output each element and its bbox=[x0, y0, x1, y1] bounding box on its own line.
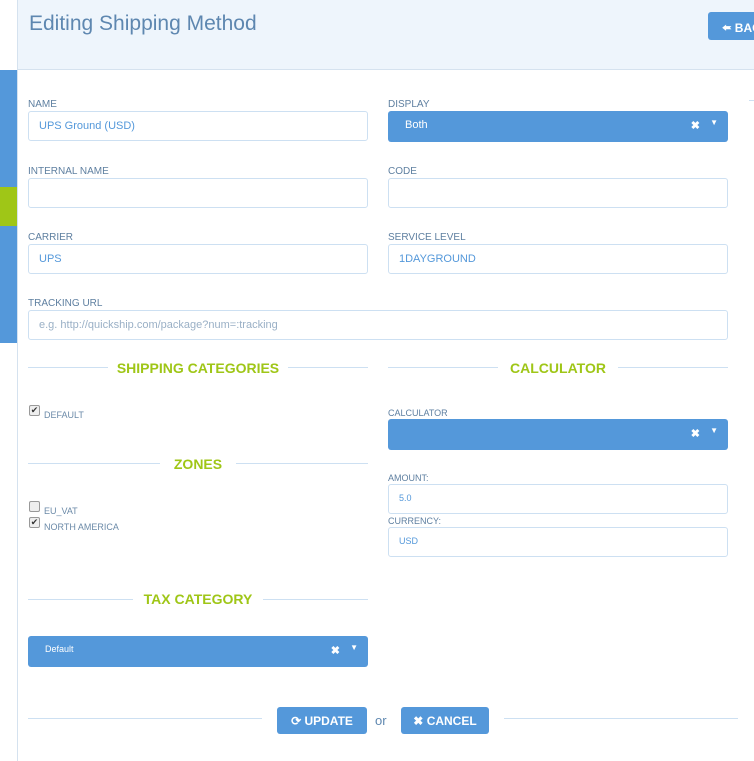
back-button[interactable]: 🢘 BACK bbox=[708, 12, 754, 40]
checkbox-label: NORTH AMERICA bbox=[44, 522, 119, 532]
service-level-input[interactable]: 1DAYGROUND bbox=[388, 244, 728, 274]
carrier-label: CARRIER bbox=[28, 232, 74, 243]
internal-name-label: INTERNAL NAME bbox=[28, 166, 109, 177]
divider bbox=[28, 718, 262, 719]
calculator-heading: CALCULATOR bbox=[510, 360, 606, 376]
amount-input[interactable]: 5.0 bbox=[388, 484, 728, 514]
cancel-button[interactable]: ✖ CANCEL bbox=[401, 707, 489, 734]
tracking-url-label: TRACKING URL bbox=[28, 298, 103, 309]
chevron-down-icon: ▼ bbox=[710, 118, 718, 127]
checkbox-label: DEFAULT bbox=[44, 410, 84, 420]
clear-icon[interactable]: ✖ bbox=[690, 428, 700, 440]
currency-input[interactable]: USD bbox=[388, 527, 728, 557]
chevron-down-icon: ▼ bbox=[710, 426, 718, 435]
tracking-url-input[interactable]: e.g. http://quickship.com/package?num=:t… bbox=[28, 310, 728, 340]
calculator-select[interactable]: ✖ ▼ bbox=[388, 419, 728, 450]
arrow-left-icon: 🢘 bbox=[722, 21, 735, 35]
checkbox-eu-vat[interactable] bbox=[29, 501, 40, 512]
divider bbox=[263, 599, 368, 600]
amount-label: AMOUNT: bbox=[388, 473, 429, 483]
divider bbox=[288, 367, 368, 368]
internal-name-input[interactable] bbox=[28, 178, 368, 208]
divider bbox=[236, 463, 368, 464]
clear-icon[interactable]: ✖ bbox=[330, 645, 340, 657]
divider bbox=[618, 367, 728, 368]
display-label: DISPLAY bbox=[388, 99, 430, 110]
page-header bbox=[18, 0, 754, 70]
zones-heading: ZONES bbox=[173, 456, 223, 472]
divider bbox=[17, 0, 18, 761]
carrier-input[interactable]: UPS bbox=[28, 244, 368, 274]
tax-category-heading: TAX CATEGORY bbox=[143, 591, 253, 607]
name-label: NAME bbox=[28, 99, 57, 110]
refresh-icon: ⟳ bbox=[291, 714, 305, 728]
clear-icon[interactable]: ✖ bbox=[690, 120, 700, 132]
chevron-down-icon: ▼ bbox=[350, 643, 358, 652]
code-input[interactable] bbox=[388, 178, 728, 208]
divider bbox=[28, 463, 160, 464]
display-select[interactable]: Both ✖ ▼ bbox=[388, 111, 728, 142]
divider bbox=[388, 367, 498, 368]
close-icon: ✖ bbox=[413, 714, 427, 728]
sidebar-active-item[interactable] bbox=[0, 187, 17, 226]
update-button[interactable]: ⟳ UPDATE bbox=[277, 707, 367, 734]
divider bbox=[28, 599, 133, 600]
checkbox-north-america[interactable]: ✔ bbox=[29, 517, 40, 528]
checkbox-label: EU_VAT bbox=[44, 506, 78, 516]
name-input[interactable]: UPS Ground (USD) bbox=[28, 111, 368, 141]
service-level-label: SERVICE LEVEL bbox=[388, 232, 466, 243]
divider bbox=[749, 100, 754, 101]
currency-label: CURRENCY: bbox=[388, 516, 442, 526]
divider bbox=[28, 367, 108, 368]
checkbox-default[interactable]: ✔ bbox=[29, 405, 40, 416]
code-label: CODE bbox=[388, 166, 417, 177]
or-text: or bbox=[375, 713, 387, 728]
tax-category-select[interactable]: Default ✖ ▼ bbox=[28, 636, 368, 667]
calculator-label: CALCULATOR bbox=[388, 408, 448, 418]
divider bbox=[504, 718, 738, 719]
page-title: Editing Shipping Method bbox=[29, 12, 257, 35]
shipping-categories-heading: SHIPPING CATEGORIES bbox=[116, 360, 280, 376]
